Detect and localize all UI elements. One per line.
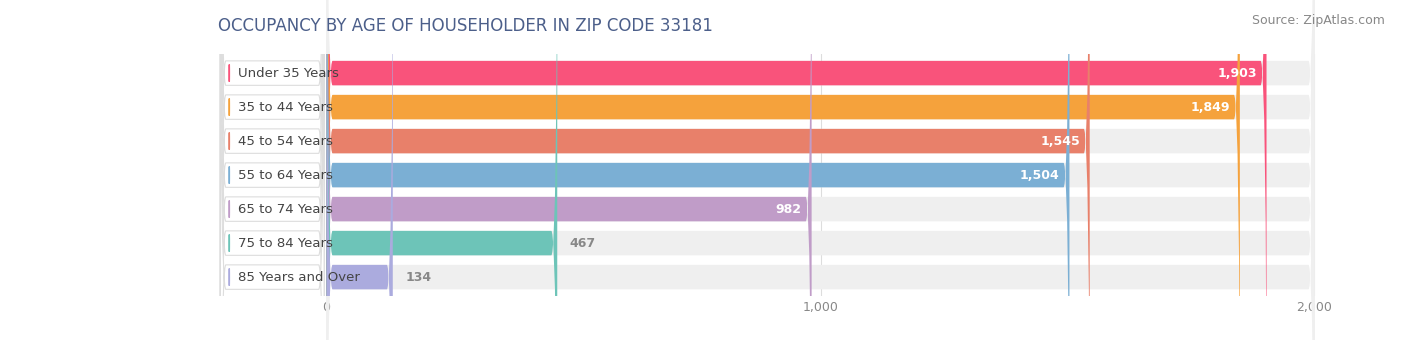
FancyBboxPatch shape <box>221 0 325 340</box>
FancyBboxPatch shape <box>326 0 811 340</box>
FancyBboxPatch shape <box>326 0 1315 340</box>
Text: 1,849: 1,849 <box>1191 101 1230 114</box>
Text: 467: 467 <box>569 237 596 250</box>
Text: 45 to 54 Years: 45 to 54 Years <box>238 135 333 148</box>
FancyBboxPatch shape <box>221 0 325 340</box>
FancyBboxPatch shape <box>221 0 325 340</box>
FancyBboxPatch shape <box>326 0 1267 340</box>
Text: Source: ZipAtlas.com: Source: ZipAtlas.com <box>1251 14 1385 27</box>
FancyBboxPatch shape <box>326 0 1315 340</box>
Text: 1,903: 1,903 <box>1218 67 1257 80</box>
FancyBboxPatch shape <box>326 0 1240 340</box>
FancyBboxPatch shape <box>326 0 1070 340</box>
Text: 65 to 74 Years: 65 to 74 Years <box>238 203 333 216</box>
FancyBboxPatch shape <box>326 0 557 340</box>
FancyBboxPatch shape <box>326 0 392 340</box>
FancyBboxPatch shape <box>326 0 1315 340</box>
FancyBboxPatch shape <box>221 0 325 340</box>
Text: 134: 134 <box>405 271 432 284</box>
FancyBboxPatch shape <box>326 0 1315 340</box>
FancyBboxPatch shape <box>221 0 325 340</box>
Text: 55 to 64 Years: 55 to 64 Years <box>238 169 333 182</box>
Text: 85 Years and Over: 85 Years and Over <box>238 271 360 284</box>
Text: 1,504: 1,504 <box>1019 169 1060 182</box>
FancyBboxPatch shape <box>221 0 325 340</box>
FancyBboxPatch shape <box>326 0 1090 340</box>
Text: 1,545: 1,545 <box>1040 135 1080 148</box>
Text: 35 to 44 Years: 35 to 44 Years <box>238 101 333 114</box>
Text: Under 35 Years: Under 35 Years <box>238 67 339 80</box>
FancyBboxPatch shape <box>221 0 325 340</box>
FancyBboxPatch shape <box>326 0 1315 340</box>
FancyBboxPatch shape <box>326 0 1315 340</box>
Text: 75 to 84 Years: 75 to 84 Years <box>238 237 333 250</box>
Text: OCCUPANCY BY AGE OF HOUSEHOLDER IN ZIP CODE 33181: OCCUPANCY BY AGE OF HOUSEHOLDER IN ZIP C… <box>218 17 713 35</box>
FancyBboxPatch shape <box>326 0 1315 340</box>
Text: 982: 982 <box>776 203 801 216</box>
